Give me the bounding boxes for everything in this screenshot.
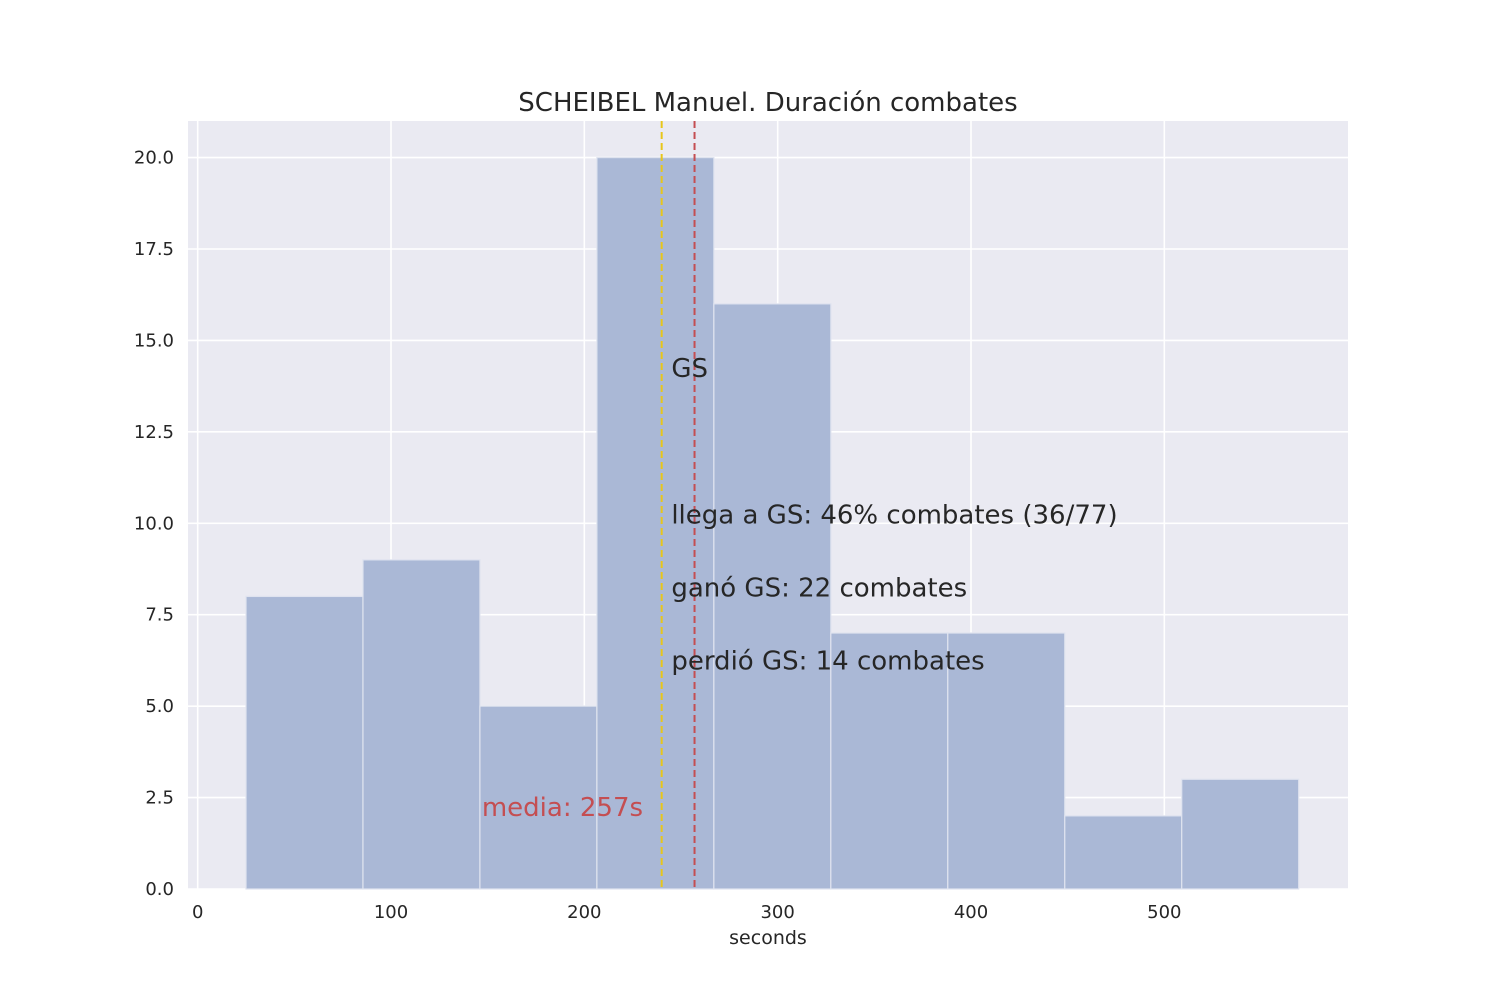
- y-tick-label: 5.0: [145, 696, 174, 717]
- annotations: GS llega a GS: 46% combates (36/77) ganó G…: [671, 354, 1117, 677]
- x-tick-label: 200: [567, 902, 601, 923]
- reference-lines: [660, 121, 696, 889]
- histogram-bar: [830, 632, 949, 890]
- annotation-text: perdió GS: 14 combates: [671, 647, 984, 677]
- y-tick-label: 7.5: [145, 605, 174, 626]
- histogram-bar: [245, 595, 364, 890]
- chart-title: SCHEIBEL Manuel. Duración combates: [518, 88, 1017, 118]
- x-tick-label: 400: [954, 902, 988, 923]
- x-tick-labels: 0 100 200 300 400 500: [192, 902, 1182, 923]
- histogram-bar: [1181, 778, 1300, 890]
- histogram-bar: [1064, 815, 1183, 890]
- annotation-text: GS: [671, 354, 708, 384]
- histogram-bar: [713, 303, 832, 890]
- y-tick-label: 20.0: [134, 148, 174, 169]
- histogram-bar: [362, 559, 481, 890]
- y-tick-label: 10.0: [134, 513, 174, 534]
- x-axis-label: seconds: [729, 927, 807, 949]
- annotation-text: ganó GS: 22 combates: [671, 573, 967, 603]
- y-tick-label: 0.0: [145, 879, 174, 900]
- histogram-bar: [479, 705, 598, 890]
- x-tick-label: 500: [1147, 902, 1181, 923]
- y-tick-label: 15.0: [134, 330, 174, 351]
- y-tick-labels: 0.0 2.5 5.0 7.5 10.0 12.5 15.0 17.5 20.0: [134, 148, 174, 900]
- y-tick-label: 12.5: [134, 422, 174, 443]
- annotation-text: llega a GS: 46% combates (36/77): [671, 500, 1117, 530]
- y-tick-label: 17.5: [134, 239, 174, 260]
- histogram-bar: [947, 632, 1066, 890]
- x-tick-label: 100: [374, 902, 408, 923]
- mean-label: media: 257s: [482, 793, 643, 823]
- x-tick-label: 300: [760, 902, 794, 923]
- y-tick-label: 2.5: [145, 788, 174, 809]
- x-tick-label: 0: [192, 902, 203, 923]
